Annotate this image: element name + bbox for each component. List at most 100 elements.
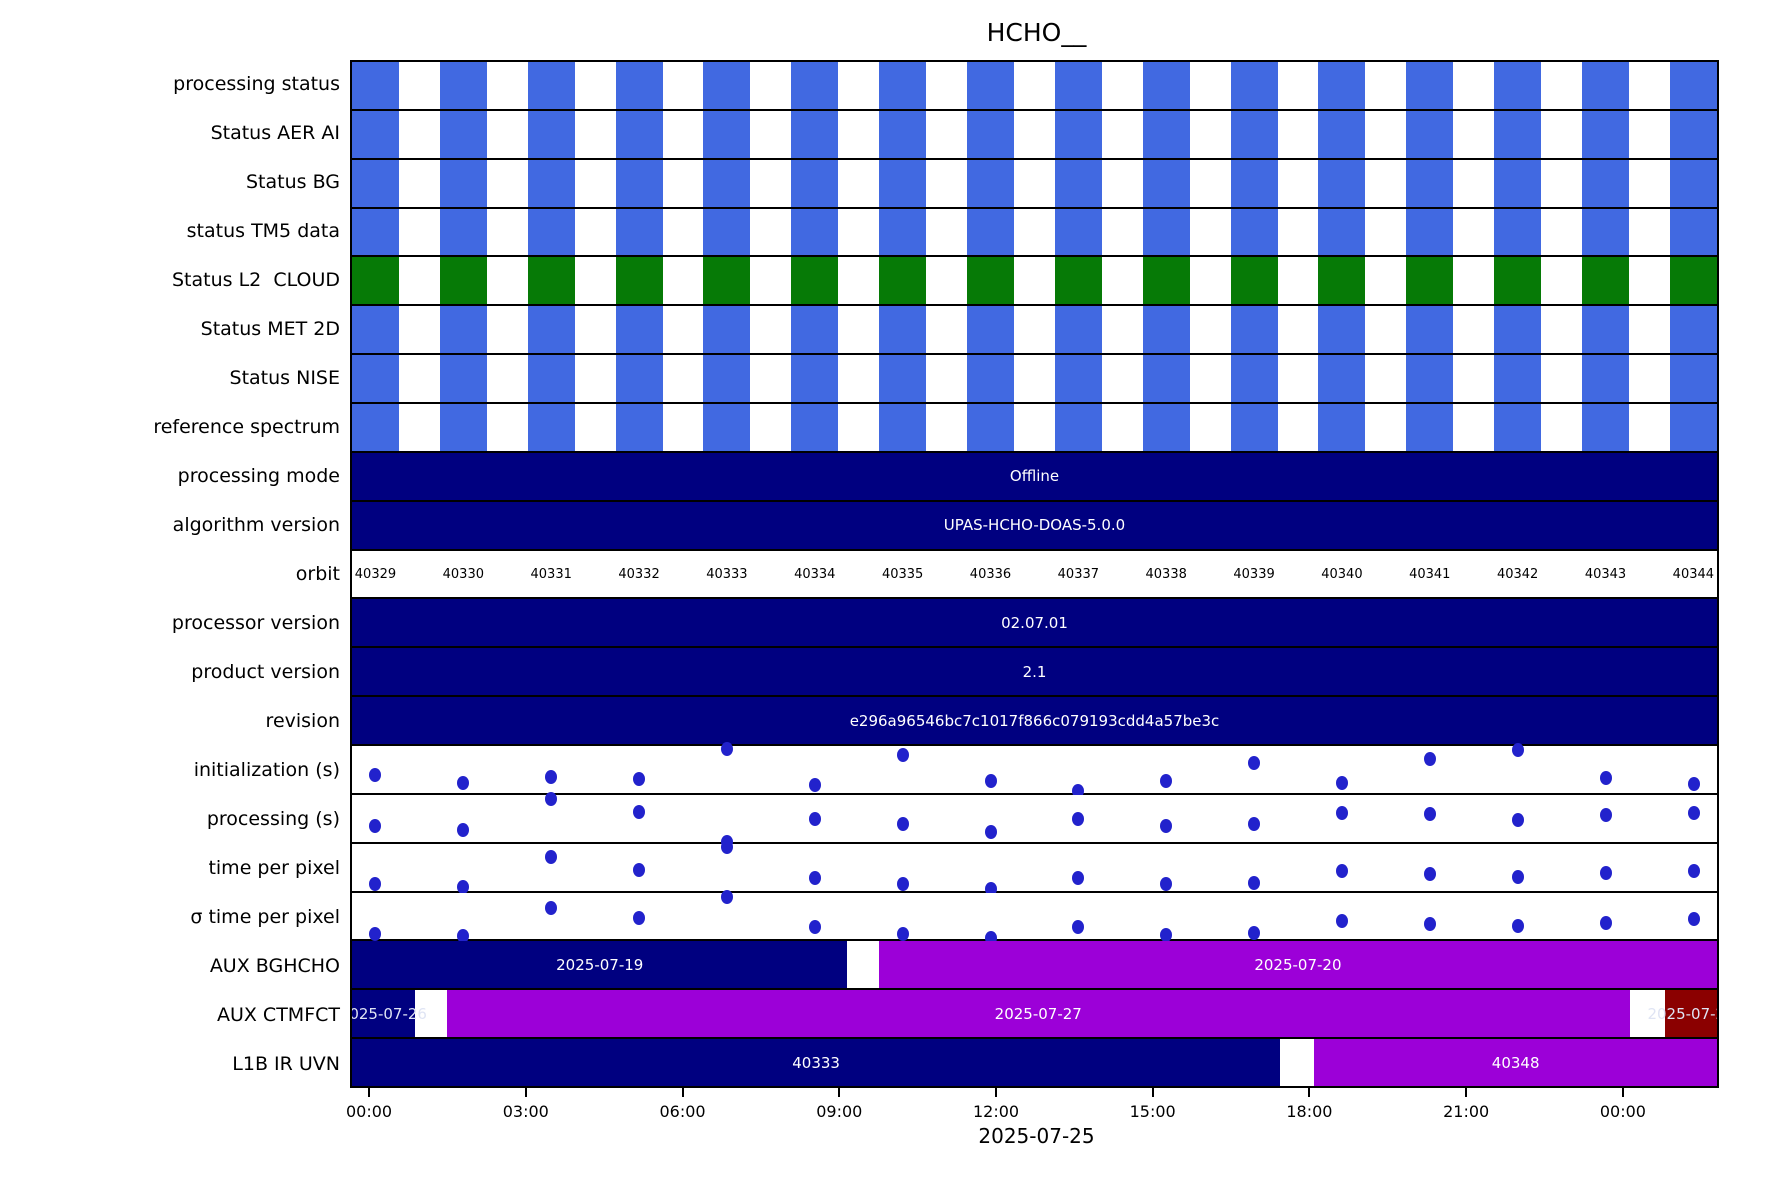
status-bar [615, 355, 663, 403]
status-bar [1669, 355, 1717, 403]
x-tick-mark [838, 1088, 841, 1097]
orbit-number: 40338 [1145, 566, 1187, 582]
status-bar [1582, 62, 1629, 109]
status-bar [1494, 257, 1542, 305]
status-bar [439, 306, 487, 354]
row-striped [352, 208, 1717, 258]
status-bar [439, 110, 487, 158]
x-tick-label: 06:00 [659, 1102, 706, 1121]
status-bar [615, 62, 663, 109]
status-bar [352, 208, 399, 256]
row-label-striped: processing status [173, 73, 340, 96]
status-bar [1318, 110, 1366, 158]
scatter-dot [369, 926, 382, 941]
scatter-dot [633, 911, 646, 926]
scatter-dot [808, 778, 821, 793]
status-bar [615, 208, 663, 256]
scatter-dot [1336, 775, 1349, 790]
scatter-dot [457, 929, 470, 944]
status-bar [1669, 208, 1717, 256]
status-bar [527, 110, 575, 158]
status-bar [1669, 404, 1717, 451]
status-bar [879, 159, 927, 207]
status-bar [352, 306, 399, 354]
x-tick-label: 03:00 [502, 1102, 549, 1121]
x-tick-mark [1621, 1088, 1624, 1097]
status-bar [879, 257, 927, 305]
scatter-dot [545, 769, 558, 784]
scatter-dot [457, 880, 470, 895]
x-tick-mark [995, 1088, 998, 1097]
status-bar [1582, 306, 1629, 354]
row-striped [352, 159, 1717, 209]
status-bar [791, 159, 839, 207]
scatter-dot [808, 812, 821, 827]
row-label-text: processor version [171, 611, 340, 634]
status-bar [703, 257, 751, 305]
row-label-gutter: processing status Status AER AI Status BG s… [0, 60, 340, 1088]
row-orbit-labels: 40329 40330 40331 40332 40333 40334 40335 40336… [352, 550, 1717, 600]
orbit-number: 40330 [442, 566, 484, 582]
scatter-dot [1511, 813, 1524, 828]
status-bar [439, 257, 487, 305]
status-bar [1582, 404, 1629, 451]
status-bar [527, 257, 575, 305]
status-bar [1054, 306, 1102, 354]
status-bar [1142, 404, 1190, 451]
row-scatter [352, 840, 1717, 897]
status-bar [527, 62, 575, 109]
scatter-dot [1160, 927, 1173, 942]
x-tick-label: 00:00 [345, 1102, 393, 1121]
x-tick-label: 15:00 [1129, 1102, 1176, 1121]
status-bar [1582, 257, 1629, 305]
orbit-number: 40332 [618, 566, 660, 582]
status-bar [1582, 355, 1629, 403]
scatter-dot [1687, 912, 1700, 927]
status-bar [352, 110, 399, 158]
row-striped [352, 355, 1717, 405]
bar-text: 2.1 [1022, 662, 1047, 681]
status-bar [879, 355, 927, 403]
status-bar [879, 110, 927, 158]
x-tick-mark [368, 1088, 371, 1097]
status-bar [1230, 355, 1278, 403]
scatter-dot [984, 824, 997, 839]
row-text: 02.07.01 [352, 599, 1717, 649]
status-bar [1230, 404, 1278, 451]
bar-text: e296a96546bc7c1017f866c079193cdd4a57be3c [849, 711, 1220, 730]
status-bar [1582, 208, 1629, 256]
row-striped [352, 404, 1717, 453]
status-bar [1054, 257, 1102, 305]
x-tick-mark [681, 1088, 684, 1097]
orbit-number: 40329 [354, 566, 397, 582]
status-bar [439, 208, 487, 256]
status-bar [527, 208, 575, 256]
status-bar [1054, 355, 1102, 403]
status-bar [1054, 208, 1102, 256]
status-bar [1230, 110, 1278, 158]
status-bar [1669, 306, 1717, 354]
status-bar [352, 62, 399, 109]
scatter-dot [633, 863, 646, 878]
status-bar [615, 257, 663, 305]
status-bar [1406, 404, 1454, 451]
status-bar [352, 355, 399, 403]
row-label-striped: reference spectrum [153, 416, 340, 439]
row-label-text: algorithm version [172, 514, 340, 537]
x-axis-label: 2025-07-25 [978, 1124, 1095, 1148]
row-label-striped: Status NISE [229, 367, 340, 390]
row-segments: 2025-07-19 2025-07-20 [352, 941, 1717, 991]
status-bar [967, 208, 1014, 256]
status-bar [1494, 404, 1542, 451]
status-bar [1406, 306, 1454, 354]
row-striped [352, 257, 1717, 307]
scatter-dot [896, 816, 909, 831]
orbit-number: 40336 [969, 566, 1012, 582]
row-label-scatter: processing (s) [206, 807, 340, 830]
scatter-dot [1599, 808, 1612, 823]
bar-text: 02.07.01 [1001, 613, 1068, 632]
row-striped [352, 306, 1717, 356]
timeline-segment [352, 941, 848, 989]
scatter-dot [1599, 771, 1612, 786]
